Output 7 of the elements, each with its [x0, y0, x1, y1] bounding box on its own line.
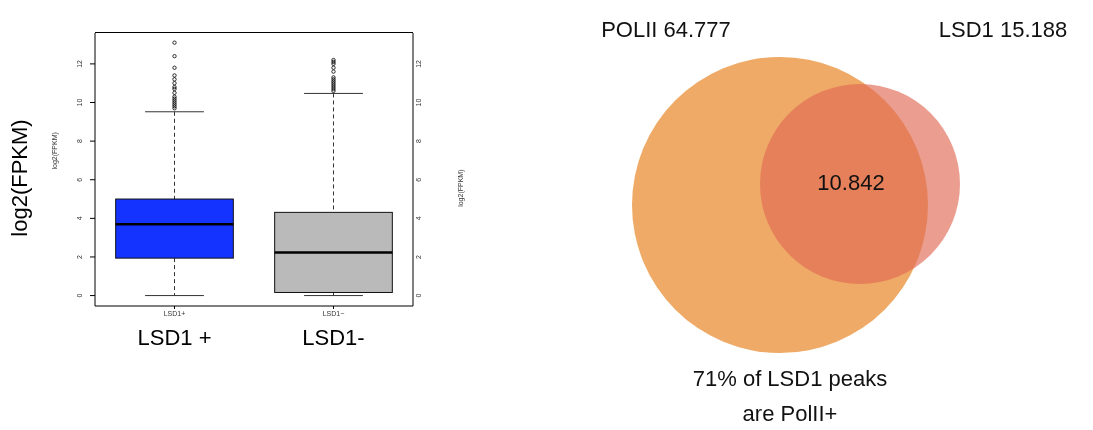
text: 71% of LSD1 peaks are PolII+	[691, 364, 889, 428]
text: POLII 64.777	[600, 16, 732, 45]
text: LSD1 15.188	[937, 16, 1069, 45]
text: 10.842	[816, 169, 886, 198]
text: LSD1 +	[137, 325, 212, 351]
text: LSD1-	[302, 325, 365, 351]
text: log2(FPKM)	[7, 119, 33, 237]
